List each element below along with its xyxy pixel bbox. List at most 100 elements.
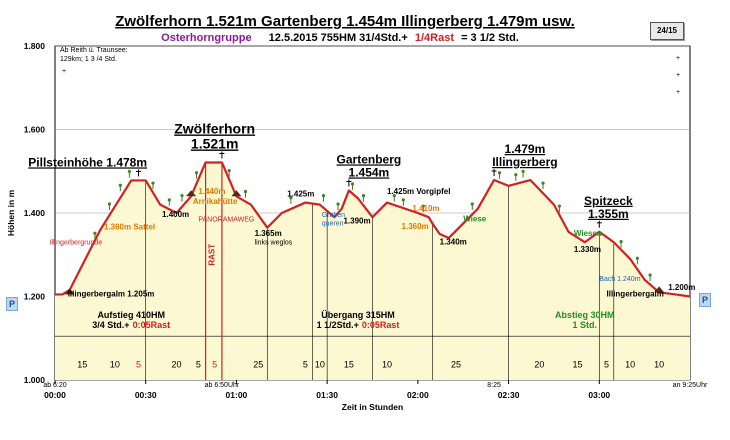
segment-duration: 25 [253,359,263,369]
annotation-label: Illingerbergrunde [50,239,103,246]
segment-duration: 10 [110,359,120,369]
tree-icon [470,202,474,206]
segment-duration: 20 [534,359,544,369]
phase-duration-rast: 0:05Rast [133,320,171,330]
segment-duration: 20 [172,359,182,369]
tree-icon [336,202,340,206]
tree-icon [151,181,155,185]
subtitle-rast: 1/4Rast [415,32,454,44]
segment-duration: 5 [604,359,609,369]
annotation-label: Arnikahütte [193,197,238,206]
phase-duration: 3/4 Std.+ 0:05Rast [92,320,170,330]
phase-duration-time: 1 1/2Std.+ [317,320,359,330]
segment-duration: 25 [451,359,461,369]
tree-icon [93,231,97,235]
peak-label: Pillsteinhöhe 1.478m [28,155,147,169]
peak-label: Gartenberg [337,152,402,166]
rast-label: RAST [208,244,217,266]
tree-icon [243,189,248,194]
tree-icon [521,169,525,174]
note-line-2: 129km; 1 3 /4 Std. [60,56,117,63]
annotation-label: PANORAMAWEG [198,216,254,223]
annotation-label: Graben [322,212,345,219]
x-axis-title: Zeit in Stunden [342,402,403,412]
hut-icon [231,190,242,197]
time-mark: an 9:25Uhr [673,382,708,389]
segment-duration: 10 [382,359,392,369]
annotation-label: 1.425m [287,189,314,198]
tree-icon [321,194,326,198]
chart-title: Zwölferhorn 1.521m Gartenberg 1.454m Ill… [115,13,575,30]
y-tick-label: 1.800 [24,41,46,51]
phase-duration-rast: 0:05Rast [362,320,400,330]
peak-label: 1.479m [505,142,546,156]
phase-label: Aufstieg 410HM [97,310,165,320]
page-badge: 24/15 [650,22,684,40]
parking-start-badge: P [6,297,18,311]
annotation-label: Bach 1.240m [599,276,640,283]
hut-icon [64,288,75,295]
tree-icon [619,239,623,244]
phase-duration-time: 3/4 Std.+ [92,320,129,330]
tree-icon [361,194,366,198]
tree-icon [497,171,502,175]
annotation-label: Wiese [463,214,487,223]
tree-icon [648,273,652,277]
tree-icon [401,198,405,202]
segment-duration: 15 [344,359,354,369]
x-tick-label: 00:30 [135,390,157,400]
y-tick-label: 1.200 [24,292,46,302]
annotation-label: queren [322,221,344,228]
peak-label: Zwölferhorn [174,120,255,136]
subtitle-total: = 3 1/2 Std. [461,32,519,44]
y-axis-title: Höhen in m [6,189,16,236]
tree-icon [289,196,293,200]
parking-end-badge: P [699,293,711,307]
annotation-label: Illingerbergalm 1.205m [68,290,155,299]
time-mark: 8:25 [487,382,501,389]
tree-icon [514,173,518,177]
annotation-label: 1.440m [198,187,225,196]
tree-icon [350,182,355,186]
peak-label: 1.355m [588,207,629,221]
note-line-1: Ab Reith ü. Traunsee: [60,47,128,54]
annotation-label: Wiesen [574,229,602,238]
peak-label: 1.521m [191,135,238,151]
profile-line [55,161,691,298]
x-tick-label: 02:30 [498,390,520,400]
annotation-label: 1.425m Vorgipfel [387,187,450,196]
tree-icon [392,194,396,198]
phase-label: Abstieg 30HM [555,310,615,320]
segment-duration: 15 [573,359,583,369]
y-tick-label: 1.400 [24,208,46,218]
annotation-label: 1.390m [343,216,370,225]
annotation-label: 1.330m [574,245,601,254]
segment-duration: 10 [315,359,325,369]
x-tick-label: 02:00 [407,390,429,400]
peak-label: Spitzeck [584,194,633,208]
annotation-label: 1.200m [668,283,695,292]
segment-duration: 5 [212,359,217,369]
time-mark: ab 6:50Uhr [205,382,240,389]
phase-duration-time: 1 Std. [573,320,598,330]
peak-label: Illingerberg [492,155,557,169]
tree-icon [194,171,199,175]
plus-mark-1: + [676,55,680,62]
segment-duration: 5 [196,359,201,369]
segment-duration: 5 [303,359,308,369]
subtitle-group: Osterhorngruppe [161,32,251,44]
tree-icon [635,256,639,260]
tree-icon [557,204,561,208]
tree-icon [127,169,131,174]
x-tick-label: 03:00 [588,390,610,400]
annotation-label: links weglos [255,239,293,246]
tree-icon [227,169,231,173]
hut-icon [654,286,665,293]
annotation-label: 1.400m [162,210,189,219]
note-plus-mark: + [62,68,66,75]
plus-mark-2: + [676,72,680,79]
y-tick-label: 1.600 [24,125,46,135]
phase-duration: 1 Std. [573,320,598,330]
tree-icon [180,194,184,198]
